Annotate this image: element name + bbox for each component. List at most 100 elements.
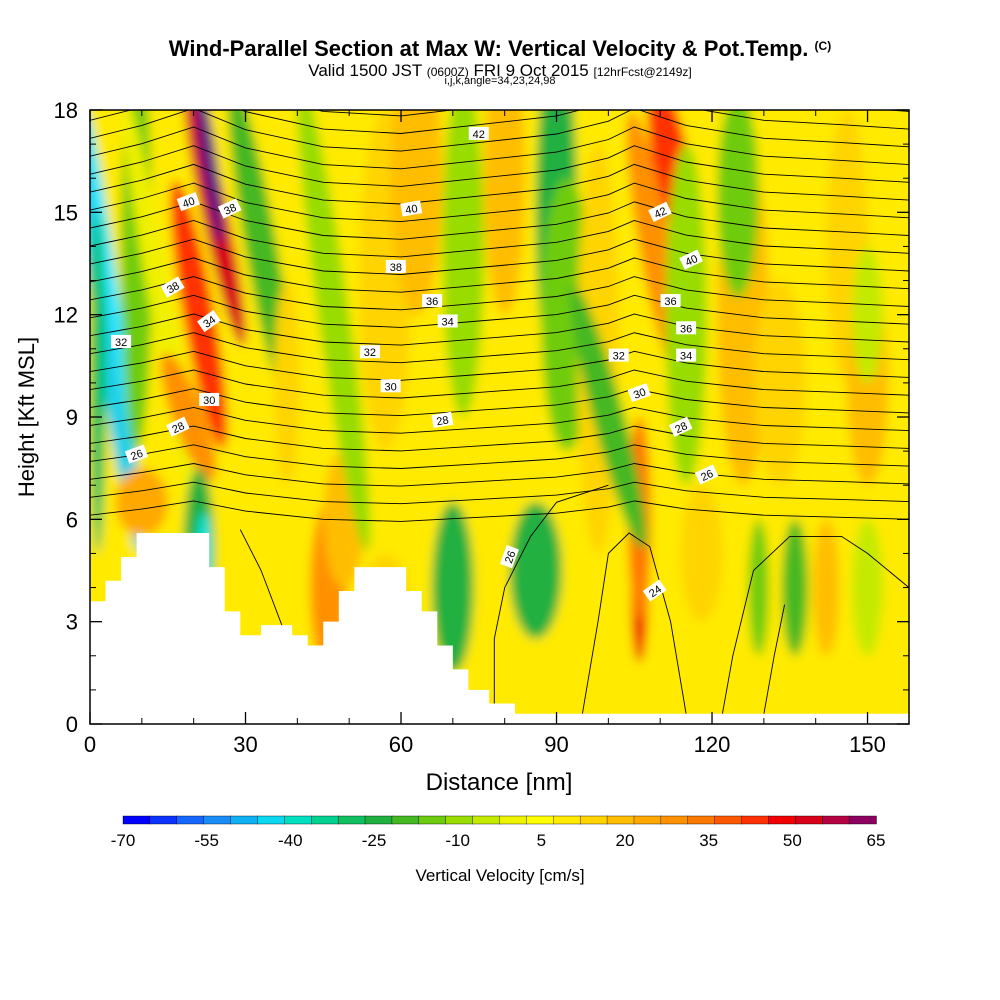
contour-label-bg [627,383,651,403]
y-axis-label: Height [Kft MSL] [14,337,39,497]
theta-contour [90,425,909,452]
velocity-blob [851,246,884,383]
contour-label: 36 [660,294,681,308]
contour-label-bg [359,345,380,359]
colorbar-tick-label: -55 [194,831,219,850]
contour-label-text: 36 [664,296,676,308]
contour-label-text: 34 [201,314,218,331]
x-tick-label: 90 [544,732,568,757]
theta-contour [90,350,909,381]
contour-label-bg [197,310,221,333]
colorbar-swatch [768,815,797,825]
contour-label-text: 40 [181,195,197,210]
contour-label: 40 [400,200,423,217]
copyright-mark: (C) [814,39,832,53]
colorbar-swatch [633,815,662,825]
velocity-blob [195,110,224,246]
colorbar-swatch [176,815,205,825]
contour-label: 36 [676,321,697,335]
colorbar-tick-label: 20 [616,831,635,850]
contour-label: 32 [359,345,380,359]
utc-time: (0600Z) [426,65,469,79]
contour-label-bg [400,200,423,217]
contour-label: 28 [431,411,454,428]
colorbar-swatch [203,815,232,825]
velocity-blob [483,110,526,315]
colorbar-swatch [149,815,178,825]
colorbar-swatch [526,815,554,825]
contour-label: 24 [642,579,667,602]
theta-contour [90,110,909,134]
theta-contour [90,182,909,223]
contour-label-text: 26 [699,468,715,484]
colorbar-swatch [257,815,286,825]
chart-title: Wind-Parallel Section at Max W: Vertical… [0,36,1000,62]
velocity-blob [665,144,707,486]
colorbar-swatch [311,815,339,825]
colorbar-tick-label: -10 [445,831,470,850]
theta-contour [763,604,786,714]
contour-labels: 42 40 38 40 42 40 38 36 36 38 34 36 32 34 32 32 34 30 30 30… [111,126,719,602]
x-tick-label: 150 [849,732,886,757]
velocity-blob [297,110,371,552]
velocity-blob [717,110,759,298]
contour-label-text: 30 [203,395,215,407]
theta-contour [90,388,909,417]
colorbar-label: Vertical Velocity [cm/s] [415,866,584,885]
contour-label-text: 42 [473,129,485,141]
contour-label: 26 [499,545,519,569]
contour-label: 32 [608,348,629,363]
contour-label-bg [679,249,703,270]
contour-label-bg [176,192,200,212]
contour-label: 30 [627,383,651,403]
velocity-blob [160,352,217,482]
contour-label-bg [668,416,693,437]
contour-label-text: 36 [426,296,438,308]
theta-contour [90,369,909,399]
velocity-blob [90,111,136,450]
contour-label-text: 34 [442,316,454,328]
contour-label-bg [676,348,697,362]
y-tick-label: 9 [66,405,78,430]
y-tick-label: 0 [66,712,78,737]
x-axis-label: Distance [nm] [426,769,573,796]
contour-label: 42 [648,201,672,222]
contour-label: 30 [380,379,401,393]
theta-contour [90,500,909,522]
contour-label-bg [437,314,458,328]
contour-label-text: 28 [436,414,450,428]
contour-label-text: 30 [385,381,397,393]
x-tick-label: 120 [694,732,731,757]
theta-contour [90,257,909,293]
contour-label-text: 32 [115,337,127,349]
contour-label: 26 [124,444,149,464]
velocity-blob [432,502,474,673]
theta-contour [315,110,909,117]
contour-label-text: 26 [503,549,518,565]
colorbar-swatch [230,815,259,825]
theta-contour [90,220,909,258]
contour-label-bg [160,276,185,298]
x-tick-label: 30 [233,732,257,757]
colorbar-swatch [122,815,151,825]
velocity-blob [680,485,723,622]
colorbar-swatch [418,815,447,825]
contour-label: 34 [676,348,697,363]
contour-label-text: 40 [404,203,418,217]
contour-label-bg [468,126,489,140]
contour-label: 38 [160,276,185,298]
contour-label-text: 38 [165,280,182,297]
colorbar-swatch [741,815,770,825]
chart-title-text: Wind-Parallel Section at Max W: Vertical… [168,36,809,61]
velocity-blob [813,519,840,656]
contour-label: 28 [166,416,190,437]
theta-contour [90,126,909,170]
contour-label-text: 28 [170,420,186,436]
chart-subtitle: Valid 1500 JST (0600Z) FRI 9 Oct 2015 [1… [0,61,1000,81]
contour-label: 38 [217,198,242,219]
velocity-blob [782,519,808,656]
contour-label-text: 36 [680,323,692,335]
y-tick-label: 15 [54,200,78,225]
